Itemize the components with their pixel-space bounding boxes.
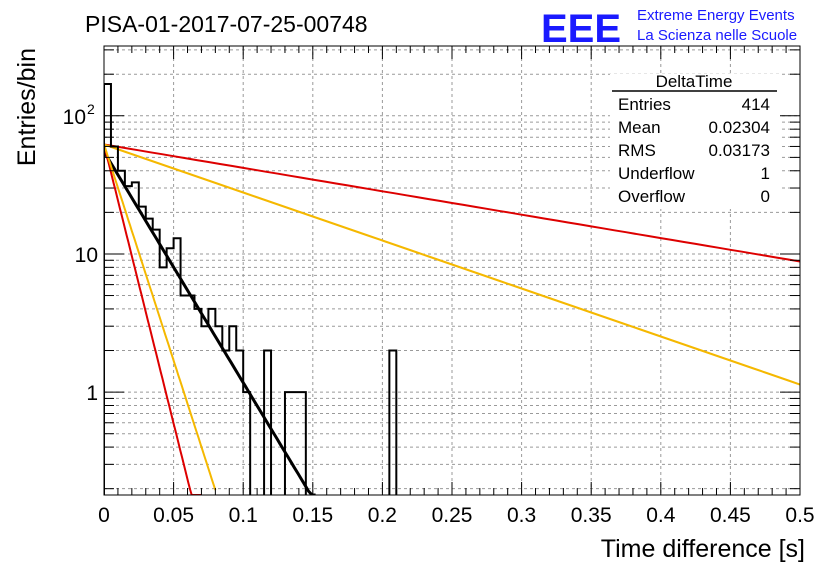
stats-row-label: Mean — [618, 118, 661, 137]
axes: 0 0.05 0.1 0.15 0.2 0.25 0.3 0.35 0.4 0.45 0.51101… — [63, 46, 815, 527]
stats-row-label: Underflow — [618, 164, 695, 183]
y-tick-label: 10 — [63, 106, 86, 129]
x-tick-label: 0.4 — [646, 504, 676, 527]
stats-box: DeltaTime Entries 414 Mean 0.02304 RMS 0.0317… — [610, 72, 780, 209]
fit-line — [104, 143, 800, 386]
histogram-outline — [104, 82, 398, 495]
logo-line1: Extreme Energy Events — [637, 7, 795, 24]
y-tick-label: 10 — [75, 244, 98, 267]
y-tick-exponent: 2 — [87, 101, 95, 117]
logo-text: EEE — [541, 7, 621, 51]
logo-line2: La Scienza nelle Scuole — [637, 27, 797, 44]
x-tick-label: 0.2 — [368, 504, 397, 527]
stats-title: DeltaTime — [656, 72, 733, 91]
stats-row-value: 0.02304 — [709, 118, 770, 137]
x-tick-label: 0.3 — [507, 504, 536, 527]
x-tick-label: 0.35 — [571, 504, 612, 527]
fit-line — [104, 144, 217, 491]
stats-rows: Entries 414 Mean 0.02304 RMS 0.03173 Underflow… — [618, 95, 770, 206]
fit-lines — [104, 143, 800, 495]
stats-row-value: 1 — [761, 164, 770, 183]
x-tick-label: 0.25 — [432, 504, 473, 527]
fit-line — [104, 143, 800, 263]
eee-logo: EEE Extreme Energy Events La Scienza nel… — [541, 7, 797, 51]
stats-box-bg — [610, 74, 780, 209]
x-tick-label: 0.15 — [292, 504, 333, 527]
x-tick-label: 0.1 — [229, 504, 258, 527]
y-axis-label: Entries/bin — [13, 48, 41, 166]
y-tick-label: 1 — [86, 382, 98, 405]
stats-row-label: Entries — [618, 95, 671, 114]
run-title: PISA-01-2017-07-25-00748 — [85, 11, 368, 37]
x-axis-label: Time difference [s] — [601, 535, 805, 563]
fit-line — [104, 150, 316, 495]
x-tick-label: 0 — [98, 504, 110, 527]
stats-row-value: 0.03173 — [709, 141, 770, 160]
stats-row-value: 414 — [742, 95, 770, 114]
stats-row-label: Overflow — [618, 187, 686, 206]
x-tick-label: 0.45 — [710, 504, 751, 527]
x-tick-label: 0.05 — [153, 504, 194, 527]
fit-line — [104, 144, 202, 495]
histogram — [104, 82, 398, 495]
x-tick-label: 0.5 — [785, 504, 814, 527]
stats-row-value: 0 — [761, 187, 770, 206]
grid — [104, 46, 800, 495]
stats-row-label: RMS — [618, 141, 656, 160]
